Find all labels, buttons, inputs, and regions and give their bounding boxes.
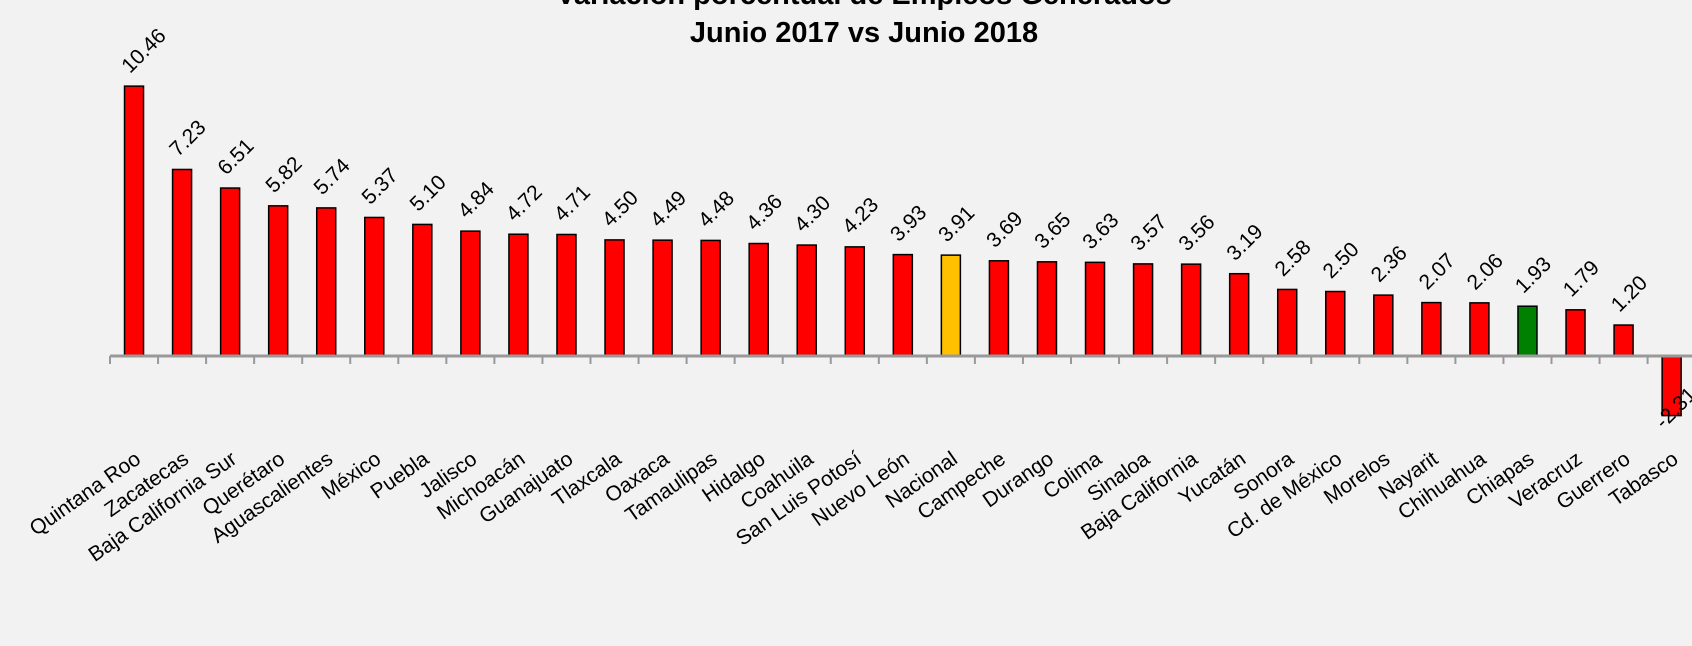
value-label: 3.57: [1126, 210, 1171, 255]
value-label: 2.07: [1415, 249, 1460, 294]
bar-cd-de-mexico: [1325, 290, 1346, 357]
value-label: 3.56: [1174, 211, 1219, 256]
value-label: 10.46: [117, 24, 170, 77]
bar-nacional: [940, 254, 962, 357]
bar-sonora: [1276, 288, 1298, 357]
bar-san-luis-potosi: [844, 246, 866, 357]
value-labels-group: 10.46 7.23 6.51 5.82 5.74 5.37 5.10 4.84 4.72 4.7…: [117, 24, 1692, 433]
bar-aguascalientes: [315, 207, 337, 357]
bar-sinaloa: [1132, 263, 1154, 357]
x-axis: [109, 354, 1692, 364]
value-label: 5.82: [261, 152, 306, 197]
value-label: 4.49: [646, 187, 691, 232]
bar-guerrero: [1613, 324, 1634, 357]
bar-zacatecas: [171, 168, 193, 357]
chart-subtitle: Junio 2017 vs Junio 2018: [690, 17, 1038, 49]
chart-title: Variación porcentual de Empleos Generado…: [556, 0, 1172, 11]
value-label: 3.93: [886, 201, 931, 246]
value-label: 4.84: [454, 177, 499, 222]
value-label: 2.58: [1270, 236, 1315, 281]
bar-tlaxcala: [604, 239, 625, 357]
value-label: 5.74: [309, 154, 354, 199]
value-label: 2.50: [1319, 238, 1364, 283]
value-label: 3.69: [982, 207, 1027, 252]
value-label: 1.93: [1511, 253, 1556, 298]
bar-oaxaca: [652, 239, 673, 357]
value-label: 4.30: [790, 191, 835, 236]
bar-hidalgo: [748, 242, 769, 357]
value-label: 4.72: [502, 181, 547, 226]
bar-chihuahua: [1469, 302, 1490, 357]
bar-yucatan: [1228, 272, 1250, 357]
value-label: 4.36: [742, 190, 787, 235]
bar-campeche: [988, 260, 1010, 357]
bars-group: [123, 85, 1682, 417]
value-label: 2.06: [1463, 249, 1508, 294]
bar-puebla: [412, 223, 433, 357]
bar-veracruz: [1565, 309, 1586, 357]
bar-colima: [1084, 261, 1106, 357]
bar-morelos: [1373, 294, 1394, 357]
chart-title-group: Variación porcentual de Empleos Generado…: [556, 0, 1172, 49]
value-label: 2.36: [1367, 241, 1412, 286]
bar-nayarit: [1421, 301, 1442, 357]
value-label: 5.37: [358, 164, 403, 209]
value-label: 4.71: [550, 181, 595, 226]
bar-chiapas: [1517, 305, 1538, 357]
bar-nuevo-leon: [892, 253, 914, 357]
bar-jalisco: [460, 230, 481, 357]
value-label: 3.91: [934, 201, 979, 246]
value-label: 4.48: [694, 187, 739, 232]
bar-guanajuato: [556, 233, 577, 357]
bar-queretaro: [267, 205, 289, 357]
bar-baja-california-sur: [219, 187, 241, 357]
bar-durango: [1036, 261, 1058, 357]
bar-tamaulipas: [700, 239, 721, 357]
value-label: 5.10: [406, 171, 451, 216]
value-label: 1.20: [1607, 271, 1652, 316]
value-label: 3.65: [1030, 208, 1075, 253]
bar-baja-california: [1180, 263, 1202, 357]
value-label: 6.51: [213, 134, 258, 179]
bar-quintana-roo: [123, 85, 145, 357]
value-label: 7.23: [165, 116, 210, 161]
bar-coahuila: [796, 244, 817, 357]
value-label: 3.19: [1222, 220, 1267, 265]
bar-michoacan: [508, 233, 529, 357]
value-label: 4.50: [598, 186, 643, 231]
value-label: 1.79: [1559, 256, 1604, 301]
bar-mexico: [364, 216, 385, 357]
value-label: 4.23: [838, 193, 883, 238]
value-label: 3.63: [1078, 209, 1123, 254]
